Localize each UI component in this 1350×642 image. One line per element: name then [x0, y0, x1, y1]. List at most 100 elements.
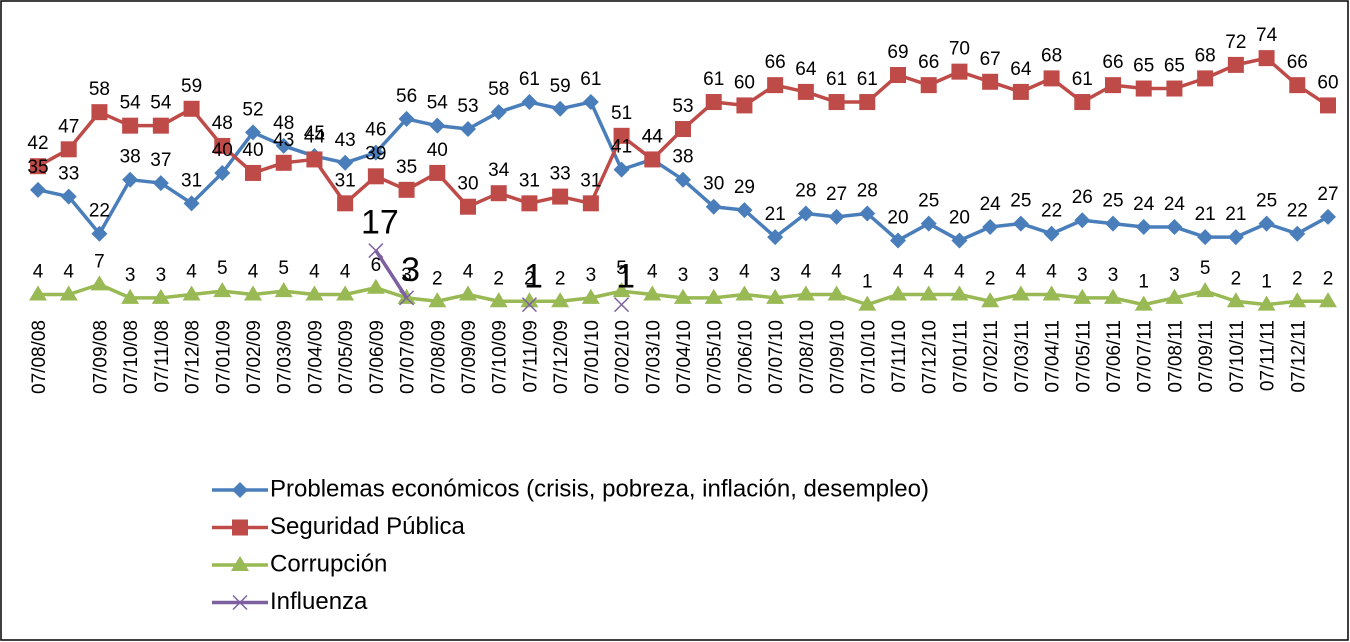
data-point — [521, 94, 538, 111]
data-label: 5 — [616, 258, 627, 279]
data-point — [1258, 50, 1275, 67]
data-point — [705, 198, 722, 215]
x-tick-label: 07/03/11 — [1012, 320, 1033, 393]
data-label: 31 — [181, 170, 202, 191]
x-tick-label: 07/10/08 — [121, 320, 142, 394]
data-point — [182, 285, 201, 301]
data-point — [244, 285, 262, 301]
x-tick-label: 07/08/10 — [797, 320, 818, 394]
data-point — [398, 110, 415, 127]
data-point — [1165, 288, 1184, 304]
data-label: 66 — [1287, 52, 1308, 73]
legend-label: Influenza — [270, 588, 368, 615]
data-label: 3 — [401, 251, 420, 289]
data-label: 61 — [519, 69, 540, 90]
data-label: 66 — [1102, 52, 1123, 73]
data-label: 33 — [58, 164, 79, 185]
data-label: 31 — [519, 170, 540, 191]
data-point — [859, 94, 876, 111]
data-label: 21 — [1225, 204, 1246, 225]
data-label: 28 — [857, 180, 878, 201]
data-point — [274, 282, 293, 298]
data-label: 64 — [795, 59, 817, 80]
data-label: 3 — [125, 265, 136, 286]
data-label: 4 — [463, 262, 474, 283]
data-point — [1104, 288, 1122, 304]
data-point — [675, 121, 691, 138]
data-label: 65 — [1133, 56, 1154, 77]
data-point — [1196, 282, 1215, 298]
data-label: 51 — [611, 103, 632, 124]
data-point — [1134, 295, 1153, 311]
data-point — [1105, 215, 1121, 232]
data-label: 22 — [1287, 201, 1308, 222]
data-point — [828, 94, 845, 111]
data-label: 53 — [672, 96, 693, 117]
x-tick-label: 07/01/10 — [582, 320, 603, 394]
data-point — [950, 285, 969, 301]
data-point — [767, 229, 784, 246]
data-label: 3 — [401, 265, 412, 286]
data-point — [59, 285, 78, 301]
data-label: 7 — [94, 251, 105, 272]
data-label: 54 — [150, 93, 172, 114]
data-point — [951, 232, 968, 249]
data-label: 4 — [33, 262, 44, 283]
legend-marker — [232, 519, 248, 536]
data-point — [1105, 77, 1121, 94]
data-label: 29 — [734, 177, 755, 198]
data-label: 21 — [765, 204, 786, 225]
data-point — [245, 164, 261, 181]
x-tick-label: 07/11/09 — [520, 320, 541, 393]
data-point — [920, 77, 937, 94]
data-point — [1226, 292, 1245, 308]
x-tick-label: 07/05/09 — [336, 320, 357, 394]
data-label: 1 — [1261, 272, 1272, 293]
data-label: 1 — [1138, 272, 1149, 293]
data-point — [399, 290, 415, 306]
data-point — [1227, 229, 1244, 246]
data-point — [521, 297, 537, 313]
data-label: 70 — [949, 39, 970, 60]
data-label: 17 — [361, 204, 399, 242]
data-label: 34 — [488, 160, 510, 181]
data-point — [460, 121, 476, 138]
data-label: 3 — [770, 265, 781, 286]
data-point — [1166, 218, 1183, 235]
data-label: 3 — [708, 265, 719, 286]
data-label: 4 — [248, 262, 259, 283]
data-point — [981, 292, 1000, 308]
x-tick-label: 07/01/11 — [950, 320, 971, 393]
data-point — [827, 285, 846, 301]
x-tick-label: 07/06/09 — [367, 320, 388, 394]
data-label: 2 — [524, 268, 535, 289]
x-tick-label: 07/09/09 — [459, 320, 480, 394]
data-point — [521, 195, 538, 212]
x-tick-label: 07/12/08 — [183, 320, 204, 394]
data-point — [858, 295, 877, 311]
data-label: 44 — [642, 126, 664, 147]
data-label: 24 — [1164, 194, 1186, 215]
x-tick-label: 07/11/10 — [889, 320, 910, 393]
x-tick-label: 07/07/09 — [398, 320, 419, 394]
x-tick-label: 07/01/09 — [213, 320, 234, 394]
data-point — [428, 292, 447, 308]
x-tick-label: 07/10/10 — [858, 320, 879, 394]
legend-label: Seguridad Pública — [270, 513, 465, 540]
data-point — [460, 198, 476, 215]
data-label: 48 — [212, 113, 233, 134]
data-point — [1135, 218, 1152, 235]
x-tick-label: 07/12/10 — [920, 320, 941, 394]
data-label: 66 — [918, 52, 939, 73]
x-tick-label: 07/02/10 — [613, 320, 634, 394]
data-label: 72 — [1225, 32, 1246, 53]
data-point — [1073, 288, 1092, 304]
data-point — [91, 104, 108, 121]
data-label: 59 — [550, 76, 571, 97]
data-point — [305, 285, 324, 301]
data-point — [429, 117, 446, 134]
data-point — [1257, 295, 1276, 311]
data-label: 65 — [1164, 56, 1185, 77]
data-point — [90, 275, 109, 291]
x-tick-label: 07/08/08 — [29, 320, 50, 394]
